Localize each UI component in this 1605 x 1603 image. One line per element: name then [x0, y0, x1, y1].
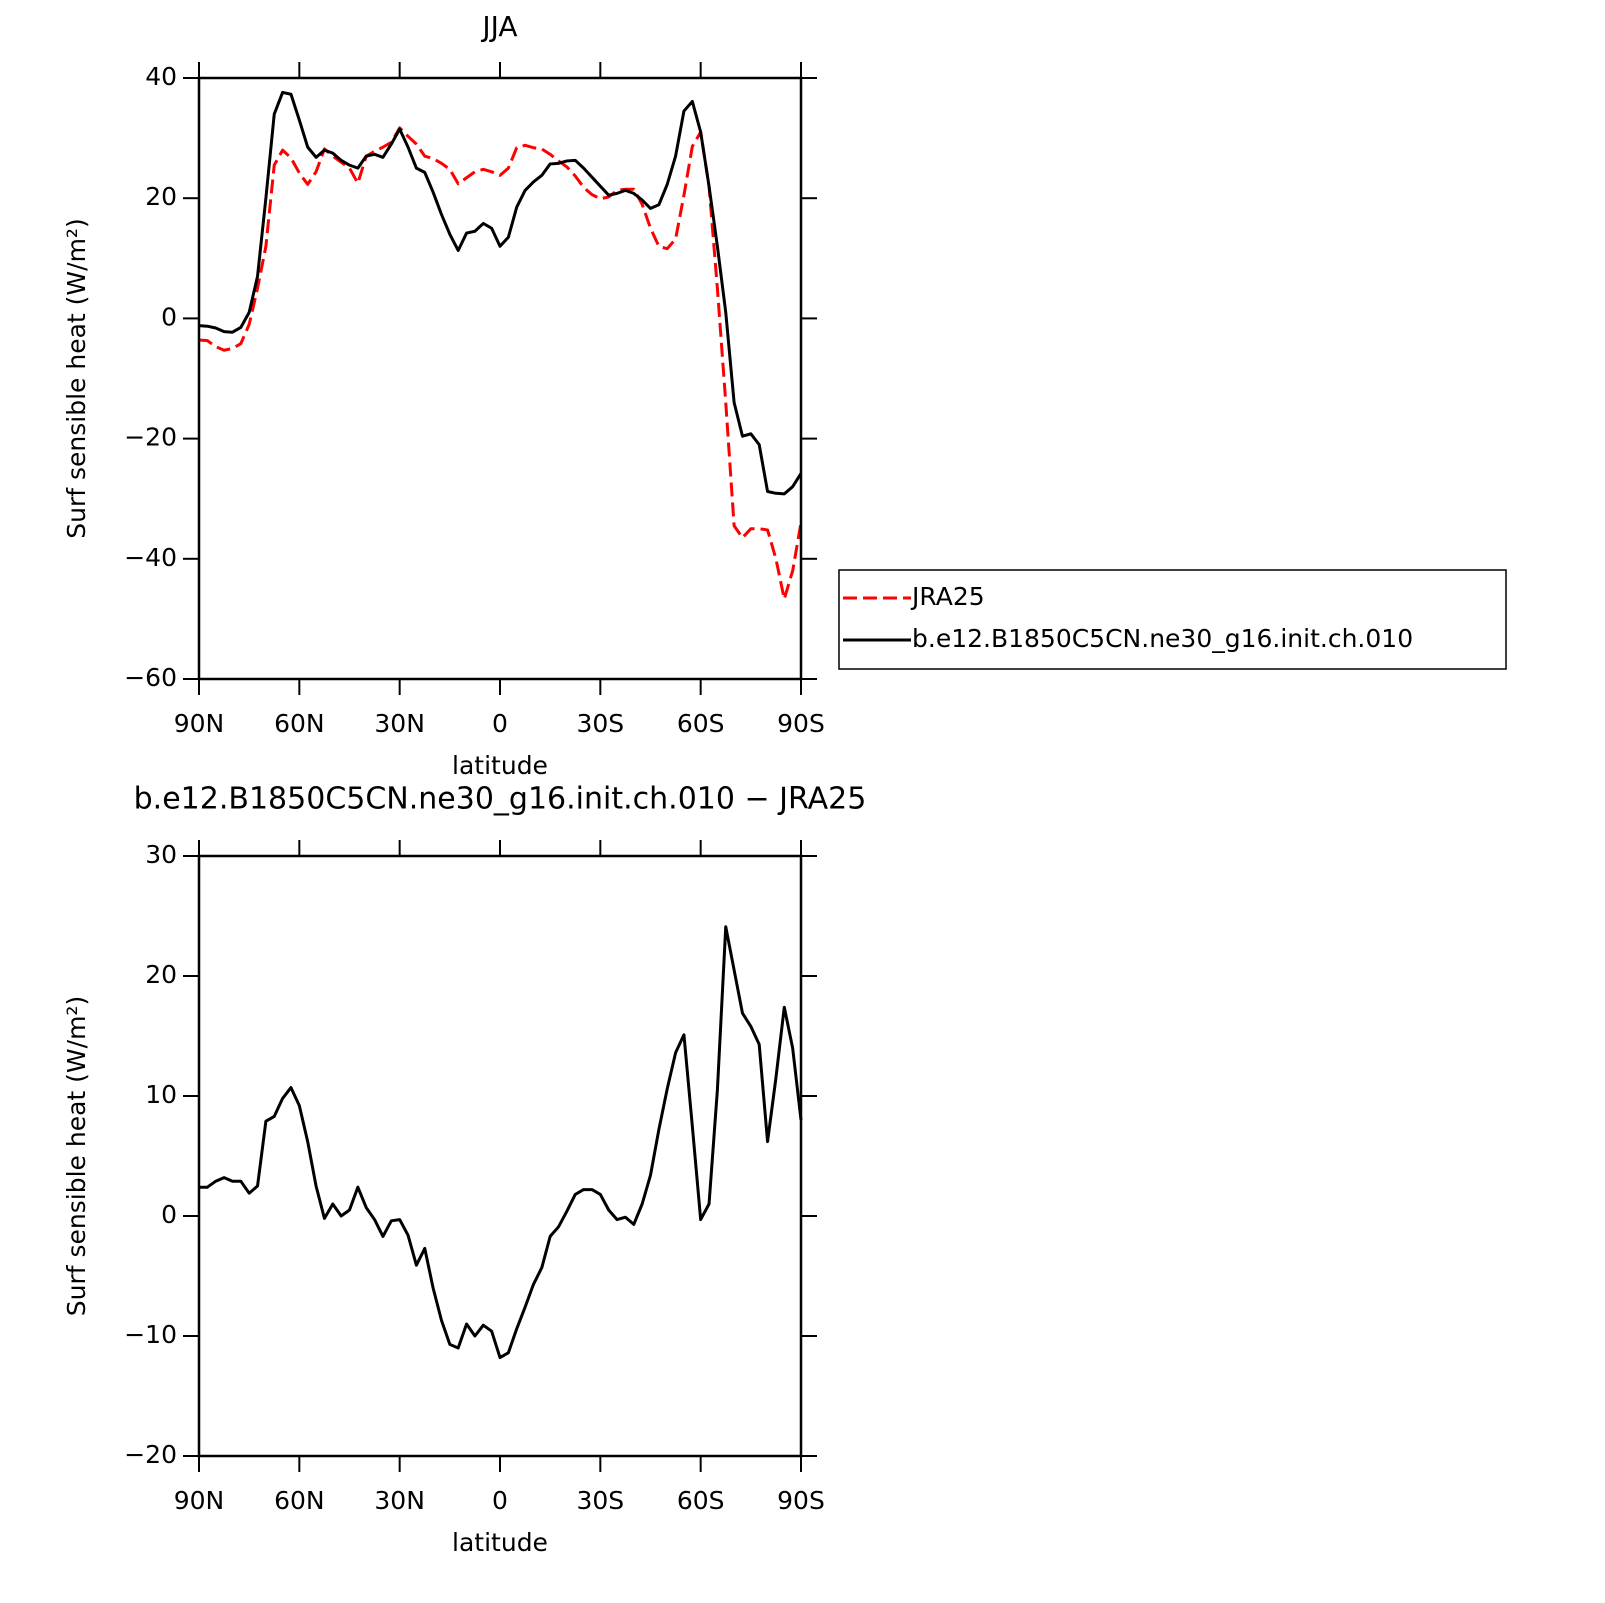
y-tick-label: −40 [124, 543, 177, 572]
chart-title: b.e12.B1850C5CN.ne30_g16.init.ch.010 − J… [134, 782, 867, 817]
data-line [198, 90, 803, 496]
x-tick-label: 90S [777, 709, 825, 738]
data-line [199, 925, 803, 1360]
y-axis-label: Surf sensible heat (W/m²) [62, 218, 91, 538]
x-tick-label: 30S [576, 709, 624, 738]
y-tick-label: −20 [124, 423, 177, 452]
x-tick-label: 30S [576, 1486, 624, 1515]
x-tick-label: 60S [677, 709, 725, 738]
x-axis-label: latitude [452, 751, 548, 780]
x-tick-label: 60S [677, 1486, 725, 1515]
y-tick-label: −10 [124, 1320, 177, 1349]
chart-title: JJA [480, 10, 517, 43]
x-tick-label: 90S [777, 1486, 825, 1515]
x-tick-label: 90N [174, 1486, 225, 1515]
y-tick-label: 30 [145, 840, 177, 869]
y-tick-label: −20 [124, 1440, 177, 1469]
x-tick-label: 60N [274, 1486, 325, 1515]
y-tick-label: 10 [145, 1080, 177, 1109]
x-tick-label: 90N [174, 709, 225, 738]
legend-frame [838, 569, 1507, 670]
y-tick-label: 20 [145, 182, 177, 211]
legend-label: JRA25 [910, 582, 985, 611]
y-tick-label: 0 [161, 1200, 177, 1229]
x-tick-label: 0 [492, 1486, 508, 1515]
y-axis-label: Surf sensible heat (W/m²) [62, 996, 91, 1316]
x-tick-label: 60N [274, 709, 325, 738]
chart-panel: JJA −60 −40 −20 0 20 40 90N 60N 30N 0 30S 60S 90S lati… [62, 10, 1507, 780]
y-tick-label: 0 [161, 302, 177, 331]
plot-frame [197, 76, 803, 681]
legend-label: b.e12.B1850C5CN.ne30_g16.init.ch.010 [912, 624, 1413, 653]
y-tick-label: −60 [124, 663, 177, 692]
plot-frame [197, 854, 803, 1458]
chart-panel: b.e12.B1850C5CN.ne30_g16.init.ch.010 − J… [62, 782, 866, 1558]
x-axis-label: latitude [452, 1528, 548, 1557]
y-tick-label: 20 [145, 960, 177, 989]
y-tick-label: 40 [145, 62, 177, 91]
x-tick-label: 0 [492, 709, 508, 738]
x-tick-label: 30N [374, 709, 425, 738]
legend: JRA25 b.e12.B1850C5CN.ne30_g16.init.ch.01… [838, 569, 1507, 670]
x-tick-label: 30N [374, 1486, 425, 1515]
